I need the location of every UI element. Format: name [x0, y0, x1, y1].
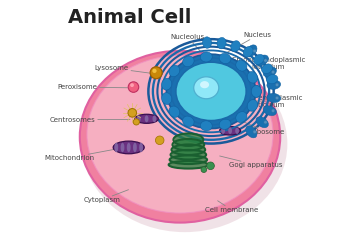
- Ellipse shape: [194, 77, 219, 99]
- Ellipse shape: [114, 143, 118, 152]
- Ellipse shape: [219, 53, 231, 64]
- Ellipse shape: [247, 72, 258, 83]
- Circle shape: [128, 82, 139, 92]
- Ellipse shape: [133, 143, 137, 152]
- Ellipse shape: [171, 58, 251, 125]
- Text: Animal Cell: Animal Cell: [68, 8, 191, 27]
- Ellipse shape: [166, 54, 256, 129]
- Circle shape: [264, 120, 267, 124]
- Circle shape: [271, 70, 275, 74]
- Circle shape: [275, 96, 279, 100]
- Ellipse shape: [254, 54, 264, 65]
- Ellipse shape: [219, 119, 231, 129]
- Ellipse shape: [200, 121, 212, 131]
- Circle shape: [128, 108, 136, 117]
- Ellipse shape: [169, 65, 180, 77]
- Ellipse shape: [246, 45, 257, 57]
- Text: Nucleolus: Nucleolus: [170, 34, 204, 52]
- Ellipse shape: [251, 85, 261, 97]
- Ellipse shape: [235, 127, 239, 134]
- Ellipse shape: [127, 143, 131, 152]
- Circle shape: [264, 59, 267, 62]
- Ellipse shape: [203, 37, 212, 48]
- Ellipse shape: [139, 143, 143, 152]
- Text: Cytoplasm: Cytoplasm: [83, 190, 129, 203]
- Ellipse shape: [263, 106, 276, 116]
- Ellipse shape: [246, 126, 257, 138]
- Circle shape: [152, 69, 157, 73]
- Ellipse shape: [262, 64, 273, 73]
- Circle shape: [207, 162, 214, 170]
- Ellipse shape: [153, 115, 156, 122]
- Text: Rough endoplasmic
reticulum: Rough endoplasmic reticulum: [234, 95, 302, 108]
- Ellipse shape: [162, 78, 172, 90]
- Ellipse shape: [135, 114, 158, 123]
- Ellipse shape: [121, 143, 125, 152]
- Text: Gogi apparatus: Gogi apparatus: [220, 156, 283, 168]
- Circle shape: [253, 130, 256, 133]
- Ellipse shape: [170, 161, 207, 168]
- Text: Smooth endoplasmic
reticulum: Smooth endoplasmic reticulum: [231, 57, 305, 70]
- Ellipse shape: [256, 55, 268, 66]
- Ellipse shape: [137, 115, 141, 122]
- Text: Lysosome: Lysosome: [94, 65, 150, 73]
- Circle shape: [130, 83, 134, 87]
- Text: Nucleus: Nucleus: [227, 32, 271, 52]
- Ellipse shape: [113, 141, 144, 154]
- Ellipse shape: [236, 112, 247, 123]
- Circle shape: [150, 67, 162, 79]
- Ellipse shape: [176, 62, 246, 120]
- Ellipse shape: [200, 52, 212, 62]
- Ellipse shape: [200, 81, 209, 88]
- Ellipse shape: [251, 85, 261, 97]
- Ellipse shape: [171, 150, 205, 159]
- Ellipse shape: [247, 100, 258, 111]
- Ellipse shape: [220, 126, 240, 135]
- Ellipse shape: [169, 106, 180, 117]
- Ellipse shape: [243, 47, 253, 57]
- Ellipse shape: [231, 41, 240, 52]
- Circle shape: [275, 83, 279, 86]
- Circle shape: [271, 109, 275, 112]
- Ellipse shape: [87, 56, 273, 213]
- Ellipse shape: [183, 116, 194, 126]
- Ellipse shape: [221, 127, 225, 134]
- Circle shape: [201, 167, 207, 173]
- Ellipse shape: [172, 145, 204, 155]
- Circle shape: [133, 119, 139, 125]
- Ellipse shape: [256, 117, 268, 128]
- Ellipse shape: [145, 115, 149, 122]
- Circle shape: [156, 136, 164, 144]
- Ellipse shape: [263, 67, 276, 77]
- Ellipse shape: [174, 134, 202, 145]
- Circle shape: [253, 49, 256, 53]
- Text: Ribosome: Ribosome: [243, 121, 285, 135]
- Ellipse shape: [267, 80, 281, 89]
- Ellipse shape: [183, 56, 194, 67]
- Ellipse shape: [80, 51, 280, 223]
- Ellipse shape: [236, 60, 247, 71]
- Ellipse shape: [267, 75, 278, 84]
- Text: Peroxisome: Peroxisome: [57, 84, 127, 90]
- Text: Mitochondrion: Mitochondrion: [45, 148, 122, 161]
- Ellipse shape: [162, 93, 172, 104]
- Ellipse shape: [228, 127, 232, 134]
- Ellipse shape: [267, 93, 281, 102]
- Ellipse shape: [82, 56, 287, 232]
- Text: Centrosomes: Centrosomes: [49, 117, 130, 123]
- Ellipse shape: [174, 139, 203, 150]
- Ellipse shape: [171, 156, 206, 163]
- Ellipse shape: [217, 37, 226, 49]
- Text: Cell membrane: Cell membrane: [206, 201, 258, 213]
